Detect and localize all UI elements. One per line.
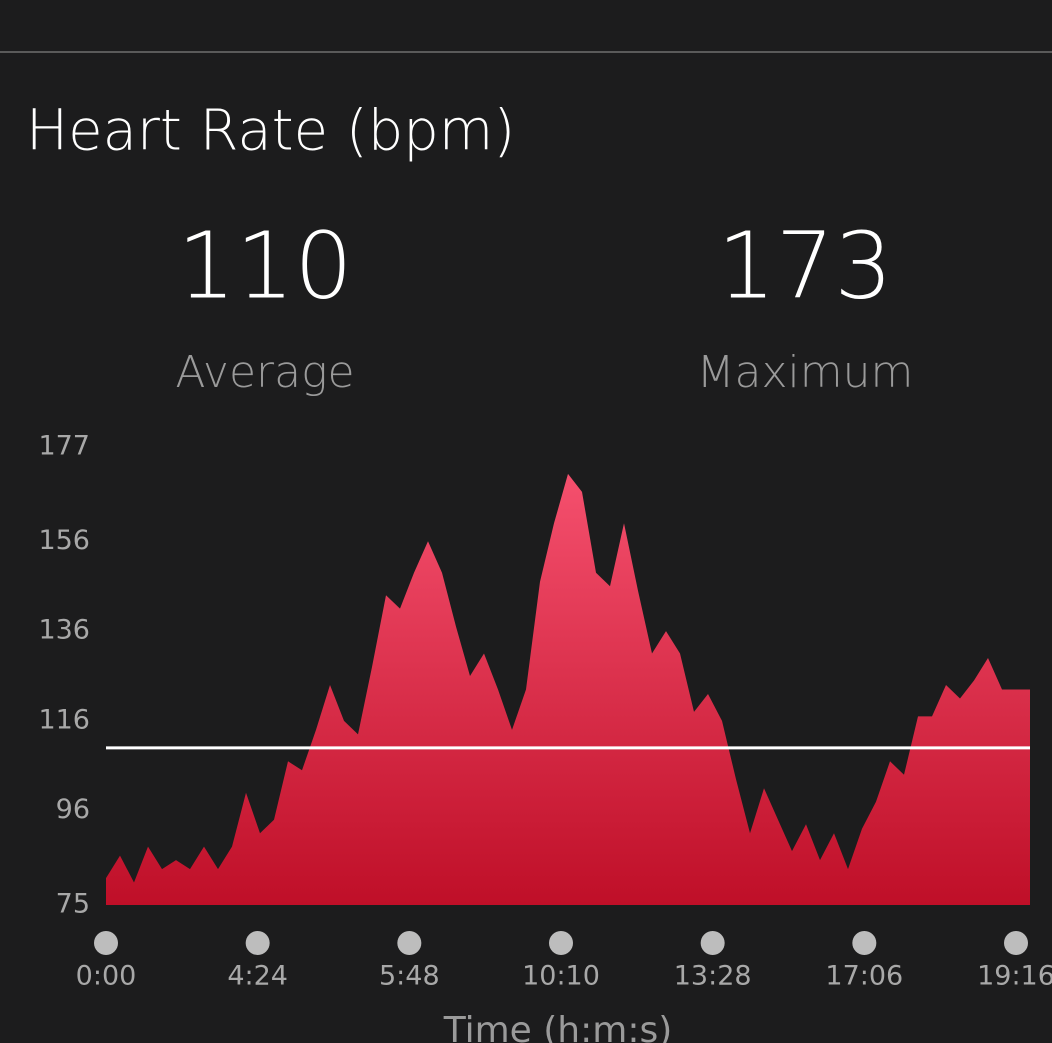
x-tick-dot — [397, 931, 422, 955]
x-tick-label: 17:06 — [825, 961, 903, 992]
x-tick-label: 19:16 — [977, 961, 1052, 992]
x-tick-dot — [94, 931, 118, 955]
stat-label: Average — [175, 347, 354, 398]
x-tick-label: 13:28 — [674, 961, 752, 992]
x-tick-dot — [852, 931, 877, 955]
stat-value: 110 — [177, 213, 353, 320]
x-tick-dot — [245, 931, 270, 955]
x-tick-label: 4:24 — [227, 961, 288, 992]
stat-label: Maximum — [697, 347, 914, 398]
heart-rate-area — [106, 473, 1030, 905]
y-tick-label: 156 — [38, 525, 90, 556]
y-tick-label: 136 — [38, 615, 90, 646]
x-tick-dot — [549, 931, 573, 955]
x-tick-dot — [700, 931, 725, 955]
y-tick-label: 116 — [38, 704, 90, 735]
y-tick-label: 75 — [56, 889, 90, 920]
x-tick-label: 10:10 — [522, 961, 600, 992]
chart-title: Heart Rate (bpm) — [26, 98, 515, 163]
x-axis-label: Time (h:m:s) — [443, 1010, 673, 1043]
x-tick-label: 5:48 — [379, 961, 440, 992]
x-tick-label: 0:00 — [76, 961, 137, 992]
y-tick-label: 177 — [38, 431, 90, 462]
y-tick-label: 96 — [56, 794, 90, 825]
stat-value: 173 — [717, 213, 893, 320]
x-tick-dot — [1004, 931, 1028, 955]
